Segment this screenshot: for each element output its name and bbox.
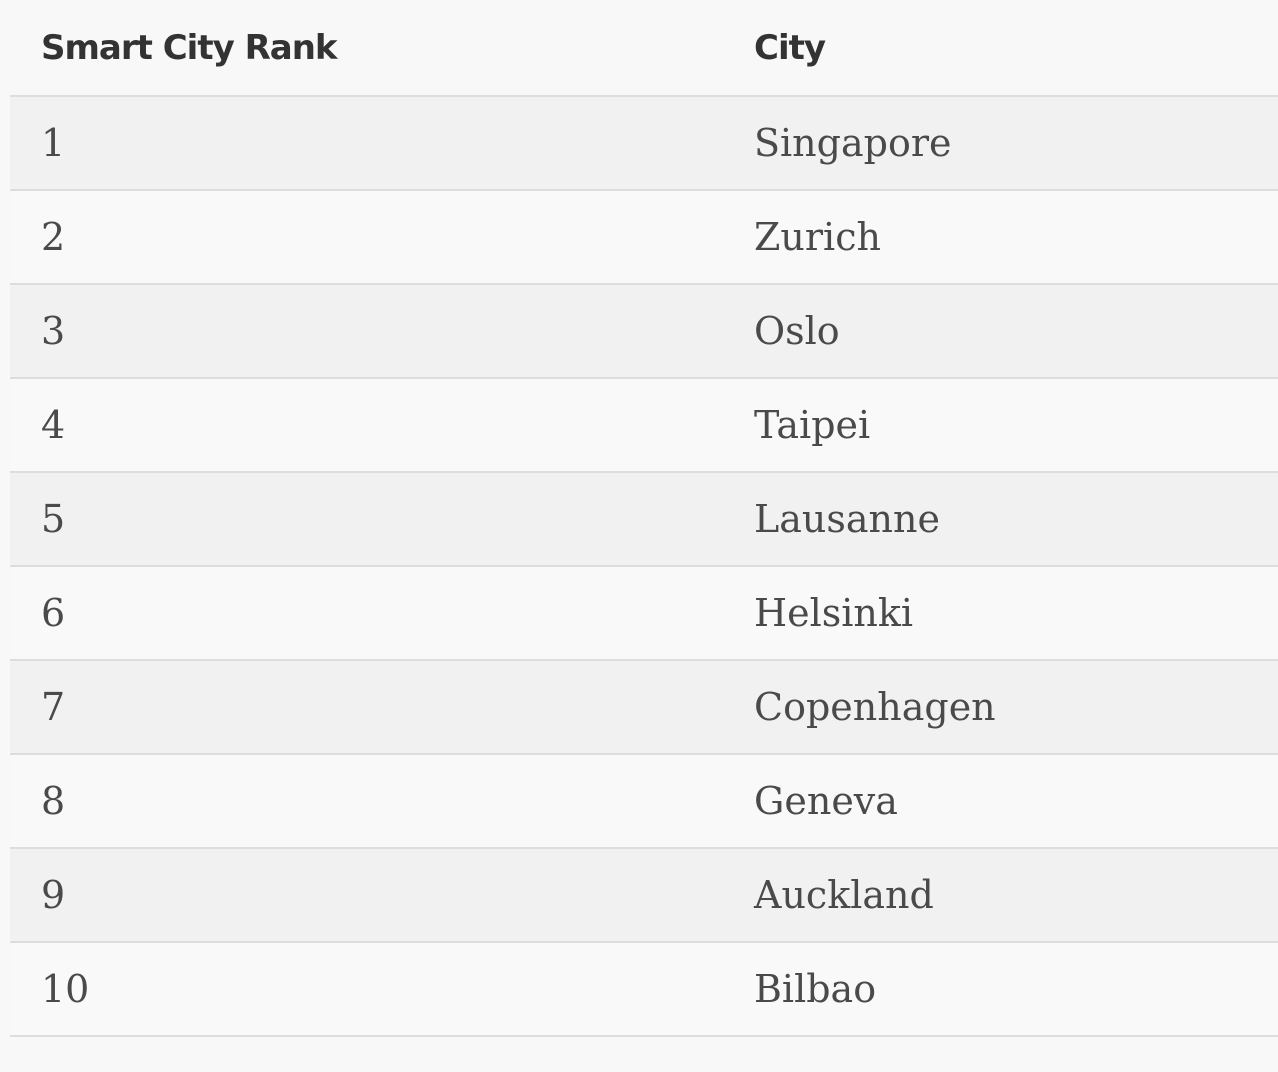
- table-row: 5 Lausanne: [10, 472, 1278, 567]
- rank-cell: 5: [10, 472, 724, 567]
- city-cell: Singapore: [724, 96, 1278, 191]
- rank-cell: 1: [10, 96, 724, 191]
- city-cell: Taipei: [724, 378, 1278, 473]
- rank-cell: 6: [10, 566, 724, 661]
- rank-cell: 4: [10, 378, 724, 473]
- table-row: 7 Copenhagen: [10, 660, 1278, 755]
- table-body: 1 Singapore 2 Zurich 3 Oslo 4 Taipei 5 L…: [10, 96, 1278, 1037]
- table-row: 6 Helsinki: [10, 566, 1278, 661]
- city-cell: Helsinki: [724, 566, 1278, 661]
- table-row: 9 Auckland: [10, 848, 1278, 943]
- city-cell: Auckland: [724, 848, 1278, 943]
- rank-cell: 2: [10, 190, 724, 285]
- city-cell: Copenhagen: [724, 660, 1278, 755]
- city-cell: Zurich: [724, 190, 1278, 285]
- city-cell: Oslo: [724, 284, 1278, 379]
- rank-cell: 3: [10, 284, 724, 379]
- rank-cell: 8: [10, 754, 724, 849]
- column-header-rank: Smart City Rank: [10, 0, 724, 97]
- rank-cell: 9: [10, 848, 724, 943]
- city-cell: Geneva: [724, 754, 1278, 849]
- city-cell: Bilbao: [724, 942, 1278, 1037]
- rank-cell: 10: [10, 942, 724, 1037]
- rank-cell: 7: [10, 660, 724, 755]
- city-cell: Lausanne: [724, 472, 1278, 567]
- header-row: Smart City Rank City: [10, 0, 1278, 97]
- column-header-city: City: [724, 0, 1278, 97]
- table-row: 2 Zurich: [10, 190, 1278, 285]
- table-row: 1 Singapore: [10, 96, 1278, 191]
- smart-city-rank-table: Smart City Rank City 1 Singapore 2 Zuric…: [10, 0, 1278, 1037]
- smart-city-table-container: Smart City Rank City 1 Singapore 2 Zuric…: [10, 0, 1278, 1037]
- table-row: 4 Taipei: [10, 378, 1278, 473]
- table-row: 10 Bilbao: [10, 942, 1278, 1037]
- table-row: 3 Oslo: [10, 284, 1278, 379]
- table-header: Smart City Rank City: [10, 0, 1278, 97]
- table-row: 8 Geneva: [10, 754, 1278, 849]
